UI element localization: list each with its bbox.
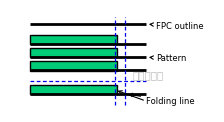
Bar	[30, 48, 116, 57]
Text: Folding line: Folding line	[129, 93, 195, 106]
Bar	[30, 85, 116, 94]
Bar	[30, 61, 116, 71]
Bar	[30, 35, 116, 44]
Text: Pattern: Pattern	[150, 54, 187, 63]
Text: FPC outline: FPC outline	[150, 22, 204, 31]
Text: 深圳宏力捧: 深圳宏力捧	[132, 70, 164, 80]
